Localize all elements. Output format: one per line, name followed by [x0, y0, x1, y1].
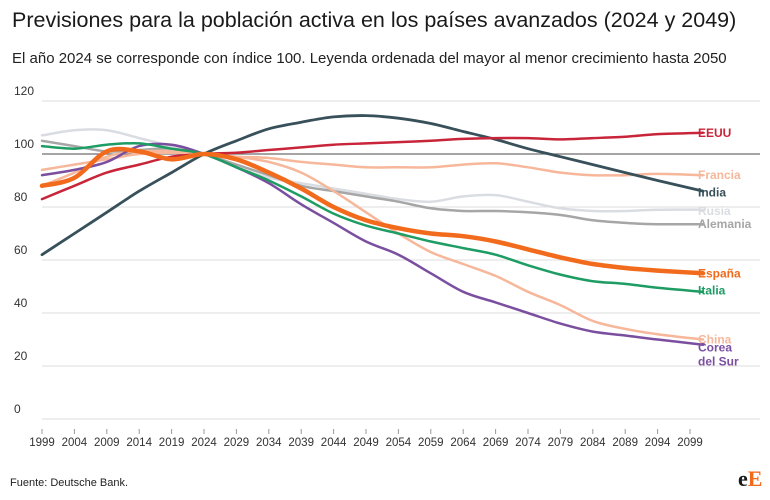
series-label-corea-del-sur: Corea del Sur	[698, 340, 739, 368]
series-line-espana	[39, 146, 706, 276]
x-tick-label: 2069	[483, 437, 509, 449]
series-label-china: China	[698, 333, 732, 347]
series-line-eeuu	[40, 131, 705, 201]
series-line-india	[40, 114, 705, 257]
x-tick-label: 2029	[224, 437, 250, 449]
x-tick-label: 2089	[612, 437, 638, 449]
series-label-francia: Francia	[698, 168, 741, 182]
y-tick-labels: 0 20 40 60 80 100 120	[14, 84, 34, 416]
x-tick-label: 2034	[256, 437, 282, 449]
y-tick-label: 80	[14, 190, 28, 204]
x-tick-label: 2014	[126, 437, 152, 449]
x-tick-label: 2054	[386, 437, 412, 449]
series-line-alemania	[40, 139, 705, 226]
series-line-corea-del-sur	[40, 142, 705, 347]
series-line-china	[40, 149, 705, 341]
x-tick-label: 2044	[321, 437, 347, 449]
x-tick-label: 2094	[645, 437, 671, 449]
chart-title: Previsiones para la población activa en …	[12, 8, 737, 32]
x-tick-label: 2049	[353, 437, 379, 449]
series-line-rusia	[40, 128, 705, 213]
x-tick-label: 2004	[62, 437, 88, 449]
y-tick-label: 20	[14, 349, 28, 363]
source-note: Fuente: Deutsche Bank.	[10, 477, 129, 489]
x-tick-label: 2009	[94, 437, 120, 449]
line-chart: 0 20 40 60 80 100 120 1999 2004 2009 2014 2019 2024…	[14, 84, 760, 449]
x-tick-labels: 1999 2004 2009 2014 2019 2024 2029 2034 2039 2044…	[29, 429, 703, 449]
y-tick-label: 40	[14, 296, 28, 310]
y-tick-label: 100	[14, 137, 34, 151]
series-label-alemania: Alemania	[698, 217, 752, 231]
series-label-italia: Italia	[698, 283, 726, 297]
series-label-espana: España	[698, 266, 741, 280]
y-tick-label: 60	[14, 243, 28, 257]
x-tick-label: 2074	[515, 437, 541, 449]
series-label-india: India	[698, 185, 726, 199]
y-tick-label: 120	[14, 84, 34, 98]
series-label-rusia: Rusia	[698, 204, 731, 218]
x-tick-label: 2079	[548, 437, 574, 449]
publisher-logo: eE	[738, 466, 763, 491]
y-tick-label: 0	[14, 402, 21, 416]
x-tick-label: 2084	[580, 437, 606, 449]
x-tick-label: 2039	[288, 437, 314, 449]
series-label-eeuu: EEUU	[698, 126, 731, 140]
x-tick-label: 2024	[191, 437, 217, 449]
x-tick-label: 1999	[29, 437, 55, 449]
x-tick-label: 2059	[418, 437, 444, 449]
series-line-italia	[40, 141, 705, 294]
chart-subtitle: El año 2024 se corresponde con índice 10…	[12, 50, 727, 67]
x-tick-label: 2099	[677, 437, 703, 449]
x-tick-label: 2019	[159, 437, 185, 449]
x-tick-label: 2064	[450, 437, 476, 449]
series-lines	[39, 114, 706, 347]
